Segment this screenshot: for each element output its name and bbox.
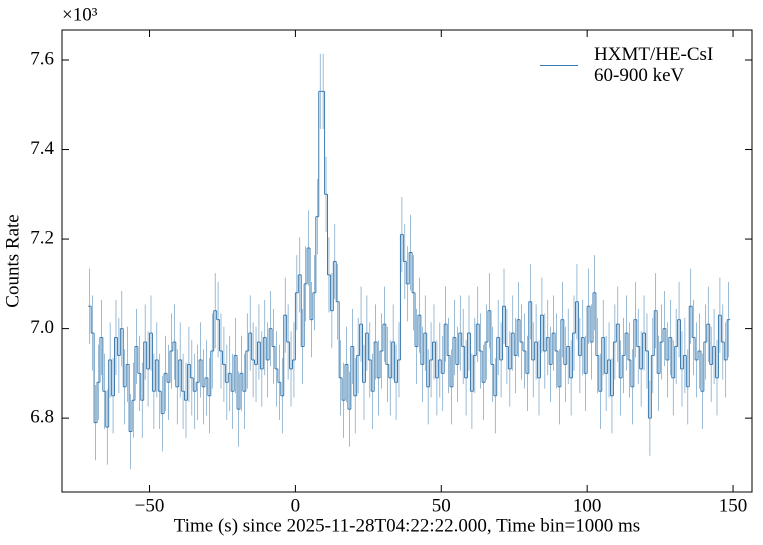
y-tick-label: 7.2 [30,227,54,248]
y-tick-label: 7.6 [30,48,54,69]
x-tick-label: 50 [432,495,451,516]
x-tick-label: 150 [719,495,748,516]
x-tick-label: −50 [135,495,165,516]
y-tick-label: 7.0 [30,317,54,338]
x-tick-label: 0 [291,495,301,516]
x-axis-label: Time (s) since 2025-11-28T04:22:22.000, … [174,515,640,536]
y-axis-label: Counts Rate [2,214,23,307]
legend-swatch [540,65,578,66]
y-tick-label: 6.8 [30,406,54,427]
y-tick-label: 7.4 [30,138,54,159]
y-offset-label: ×10³ [62,4,98,25]
x-tick-label: 100 [573,495,602,516]
legend-label: HXMT/HE-CsI 60-900 keV [594,44,714,86]
legend: HXMT/HE-CsI 60-900 keV [540,43,713,86]
step-riser [90,91,728,432]
plot-frame [61,29,753,493]
